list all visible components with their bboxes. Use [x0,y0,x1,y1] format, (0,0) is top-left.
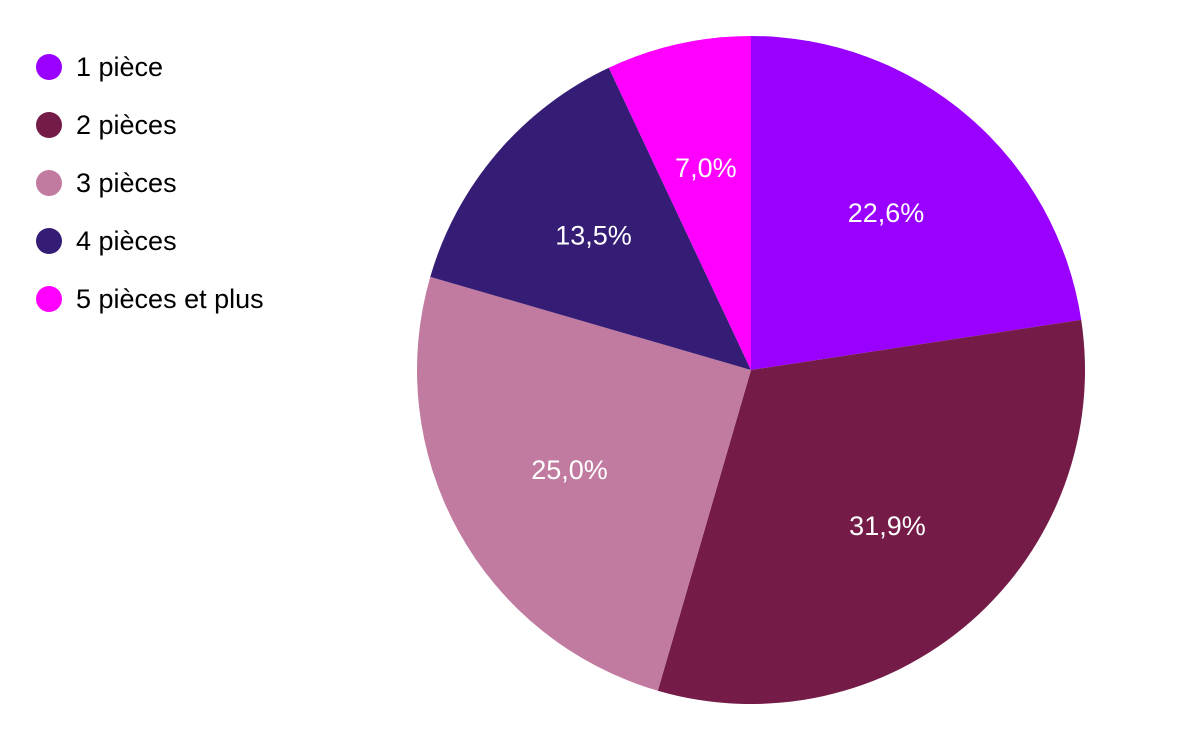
slice-data-label-1: 22,6% [848,198,925,228]
slice-data-label-5: 7,0% [675,153,737,183]
legend-label: 3 pièces [76,167,177,198]
legend-swatch [36,286,62,312]
pie-slice-5 [608,36,751,370]
legend-item-5-pieces-et-plus: 5 pièces et plus [36,270,264,328]
legend-label: 1 pièce [76,51,164,82]
legend: 1 pièce 2 pièces 3 pièces 4 pièces 5 piè… [36,38,264,328]
legend-item-2-pieces: 2 pièces [36,96,264,154]
legend-swatch [36,112,62,138]
pie-slice-3 [416,276,751,691]
pie-slice-1 [751,36,1082,370]
legend-swatch [36,170,62,196]
slice-data-label-2: 31,9% [849,511,926,541]
legend-item-1-piece: 1 pièce [36,38,264,96]
slice-data-label-3: 25,0% [531,455,608,485]
legend-item-3-pieces: 3 pièces [36,154,264,212]
pie-slice-4 [430,67,751,370]
legend-label: 2 pièces [76,109,177,140]
legend-label: 5 pièces et plus [76,283,264,314]
legend-swatch [36,54,62,80]
pie-slice-2 [657,319,1086,705]
legend-label: 4 pièces [76,225,177,256]
slice-data-label-4: 13,5% [555,221,632,251]
legend-swatch [36,228,62,254]
legend-item-4-pieces: 4 pièces [36,212,264,270]
